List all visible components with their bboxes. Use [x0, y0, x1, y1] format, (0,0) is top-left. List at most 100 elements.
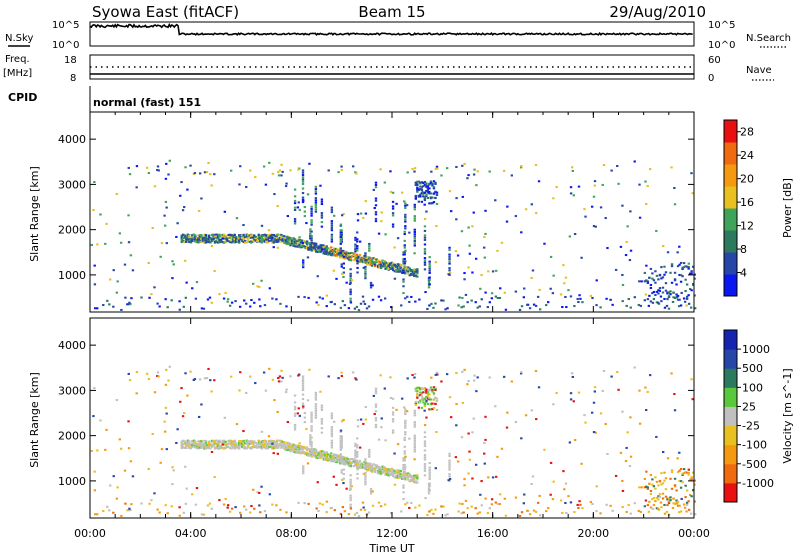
- velocity-cell: [679, 480, 683, 483]
- velocity-cell: [320, 418, 324, 421]
- velocity-cell: [364, 483, 367, 486]
- velocity-cell: [652, 504, 656, 507]
- velocity-cell: [219, 446, 223, 449]
- power-cell: [476, 170, 479, 173]
- velocity-cell: [414, 400, 418, 403]
- velocity-cell: [320, 406, 324, 409]
- velocity-cell: [534, 370, 538, 373]
- velocity-cell: [429, 386, 433, 389]
- velocity-cell: [601, 389, 604, 392]
- power-cell: [617, 182, 620, 185]
- power-cell: [280, 163, 283, 166]
- velocity-cell: [448, 466, 451, 469]
- velocity-cell: [305, 446, 309, 449]
- power-cell: [426, 196, 430, 199]
- velocity-cell: [233, 443, 236, 446]
- power-cell: [466, 301, 469, 304]
- velocity-cell: [297, 501, 300, 504]
- velocity-cell: [172, 469, 175, 472]
- power-cell: [303, 206, 307, 209]
- velocity-cell: [537, 386, 541, 389]
- velocity-cell: [118, 438, 122, 441]
- power-cell: [189, 164, 192, 167]
- velocity-cell: [268, 439, 271, 442]
- velocity-cell: [416, 396, 419, 399]
- velocity-cell: [404, 419, 407, 422]
- power-cell: [242, 235, 245, 238]
- power-cell: [396, 266, 399, 269]
- power-cell: [625, 240, 628, 243]
- velocity-cell: [413, 476, 416, 479]
- power-cell: [431, 183, 434, 186]
- velocity-cell: [561, 511, 564, 515]
- velocity-cell: [349, 478, 352, 481]
- power-cell: [448, 255, 451, 258]
- velocity-cell: [384, 470, 387, 473]
- power-cell: [462, 305, 465, 308]
- velocity-cell: [306, 399, 310, 402]
- velocity-cell: [197, 440, 200, 443]
- power-cell: [388, 267, 392, 271]
- velocity-cell: [373, 467, 377, 470]
- velocity-cell: [314, 407, 318, 410]
- power-cell: [127, 241, 131, 244]
- power-cell: [302, 263, 305, 266]
- power-cell: [253, 234, 256, 237]
- velocity-cell: [314, 412, 318, 415]
- velocity-cell: [302, 452, 306, 455]
- power-cell: [318, 296, 322, 299]
- velocity-cell: [317, 509, 320, 512]
- velocity-cell: [271, 378, 275, 381]
- velocity-cell: [271, 444, 274, 447]
- velocity-cell: [367, 511, 371, 514]
- power-cell: [486, 306, 489, 309]
- power-cell: [657, 301, 660, 304]
- power-cell: [203, 237, 206, 240]
- power-cell: [555, 186, 558, 189]
- velocity-cell: [354, 459, 357, 462]
- power-cell: [106, 299, 109, 302]
- velocity-cell: [301, 407, 305, 410]
- velocity-cell: [670, 471, 674, 474]
- velocity-cell: [324, 454, 327, 457]
- power-cell: [349, 258, 353, 262]
- power-cell: [310, 223, 313, 226]
- velocity-cell: [336, 454, 339, 457]
- velocity-cell: [314, 409, 318, 412]
- velocity-cell: [281, 445, 285, 448]
- velocity-cell: [595, 510, 598, 513]
- power-cell: [676, 265, 680, 268]
- power-cell: [342, 249, 345, 252]
- power-cell: [448, 190, 452, 193]
- power-cell: [399, 267, 402, 270]
- velocity-cell: [171, 483, 174, 486]
- power-cell: [435, 202, 439, 205]
- power-cell: [660, 300, 663, 303]
- velocity-cell: [549, 493, 552, 496]
- velocity-cell: [423, 463, 427, 466]
- velocity-cell: [272, 440, 276, 443]
- power-cell: [428, 304, 431, 307]
- velocity-cell: [432, 398, 436, 401]
- power-cell: [325, 253, 328, 256]
- power-cell: [94, 307, 97, 310]
- power-cell: [564, 276, 568, 279]
- velocity-cell: [374, 410, 378, 413]
- power-cell: [666, 292, 669, 295]
- velocity-cell: [536, 501, 540, 504]
- power-cell: [158, 305, 161, 308]
- velocity-cell: [648, 482, 651, 485]
- power-cell: [660, 277, 663, 280]
- power-cell: [182, 239, 185, 242]
- velocity-cell: [448, 461, 451, 464]
- velocity-cell: [277, 444, 280, 447]
- power-cell: [480, 298, 483, 301]
- power-cell: [396, 237, 400, 240]
- velocity-cell: [324, 458, 327, 461]
- velocity-cell: [644, 499, 648, 502]
- power-cell: [652, 279, 656, 282]
- velocity-cell: [570, 372, 574, 375]
- velocity-cell: [318, 453, 321, 456]
- power-cell: [368, 249, 371, 252]
- velocity-cell: [225, 444, 229, 447]
